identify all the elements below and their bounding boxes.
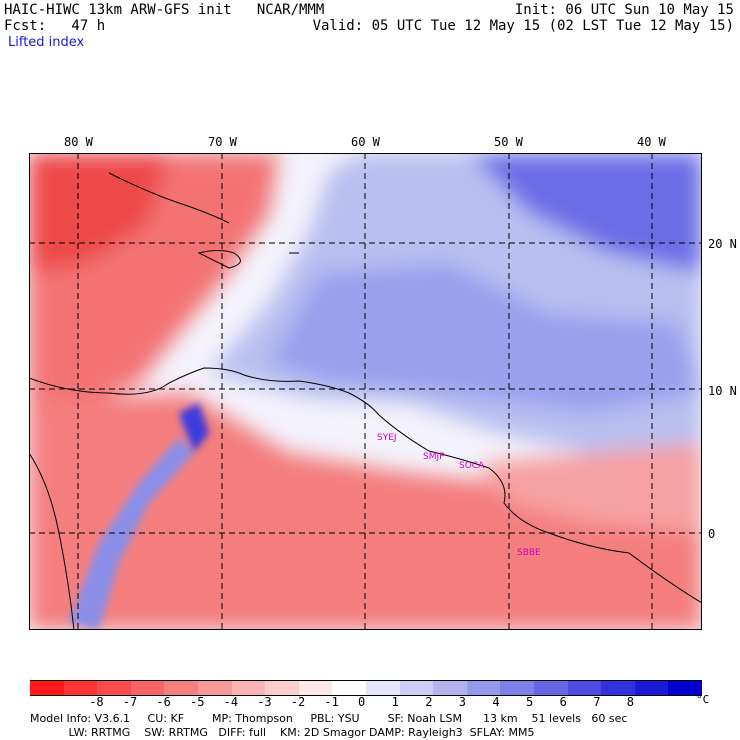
lat-label-20n: 20 N — [708, 237, 737, 251]
field-name: Lifted index — [8, 35, 85, 50]
colorbar-tick-label: -7 — [122, 695, 138, 709]
colorbar-swatch — [298, 680, 333, 696]
colorbar-swatch — [466, 680, 501, 696]
init-time: Init: 06 UTC Sun 10 May 15 — [514, 2, 734, 18]
model-info-line2: LW: RRTMG SW: RRTMG DIFF: full KM: 2D Sm… — [30, 726, 535, 739]
colorbar-swatch — [534, 680, 568, 696]
stable-band — [269, 263, 702, 413]
model-info-line1: Model Info: V3.6.1 CU: KF MP: Thompson P… — [30, 712, 628, 725]
colorbar-tick-label: -4 — [223, 695, 239, 709]
station-label: SOCA — [459, 461, 485, 471]
colorbar-swatch — [567, 680, 602, 696]
station-label: SBBE — [517, 548, 541, 558]
colorbar-tick-label: 2 — [425, 695, 433, 709]
colorbar-unit: °C — [696, 693, 710, 706]
unstable-atlantic — [479, 443, 702, 533]
colorbar-tick-label: 6 — [559, 695, 567, 709]
colorbar-swatch — [231, 680, 266, 696]
colorbar-swatch — [97, 680, 132, 696]
lake-maracaibo-stable — [179, 403, 209, 453]
station-label: SMJP — [423, 452, 445, 462]
colorbar-tick-label: 1 — [391, 695, 399, 709]
colorbar-swatch — [164, 680, 199, 696]
colorbar-swatch — [634, 680, 669, 696]
colorbar-tick-label: 0 — [358, 695, 366, 709]
lon-label-40w: 40 W — [637, 135, 666, 149]
lifted-index-map: SYEJ SMJP SOCA SBBE — [28, 153, 703, 631]
lon-label-70w: 70 W — [208, 135, 237, 149]
colorbar-swatch — [63, 680, 98, 696]
colorbar-tick-label: -5 — [190, 695, 205, 709]
model-title: HAIC-HIWC 13km ARW-GFS init NCAR/MMM — [4, 2, 325, 18]
colorbar-swatch — [399, 680, 434, 696]
colorbar-swatch — [433, 680, 468, 696]
colorbar-tick-label: 8 — [626, 695, 635, 709]
map-canvas: SYEJ SMJP SOCA SBBE — [28, 153, 703, 631]
colorbar-swatch — [198, 680, 232, 696]
colorbar-swatch — [668, 680, 703, 696]
colorbar-swatch — [601, 680, 636, 696]
colorbar-swatch — [130, 680, 165, 696]
colorbar-tick-label: 4 — [492, 695, 500, 709]
lon-label-80w: 80 W — [64, 135, 93, 149]
colorbar-tick-label: -6 — [156, 695, 171, 709]
colorbar-swatch — [366, 680, 400, 696]
colorbar-swatch — [265, 680, 300, 696]
forecast-hour: Fcst: 47 h — [4, 18, 106, 34]
colorbar-swatch — [30, 680, 64, 696]
colorbar-tick-label: -3 — [257, 695, 272, 709]
colorbar-tick-label: -1 — [324, 695, 339, 709]
graticule — [29, 153, 702, 630]
map-frame — [29, 153, 702, 630]
colorbar-tick-label: -2 — [290, 695, 306, 709]
valid-time: Valid: 05 UTC Tue 12 May 15 (02 LST Tue … — [312, 18, 734, 34]
colorbar-tick-label: 5 — [526, 695, 534, 709]
colorbar-swatch — [332, 680, 367, 696]
station-label: SYEJ — [377, 433, 397, 443]
colorbar-tick-label: 7 — [593, 695, 601, 709]
colorbar-tick-label: -8 — [89, 695, 104, 709]
lat-label-0: 0 — [708, 527, 716, 541]
colorbar-tick-label: 3 — [458, 695, 467, 709]
unstable-amazon — [29, 393, 702, 630]
lat-label-10n: 10 N — [708, 384, 737, 398]
andes-stable-strip — [69, 438, 194, 630]
colorbar-swatch — [500, 680, 535, 696]
lon-label-60w: 60 W — [351, 135, 380, 149]
lon-label-50w: 50 W — [494, 135, 523, 149]
